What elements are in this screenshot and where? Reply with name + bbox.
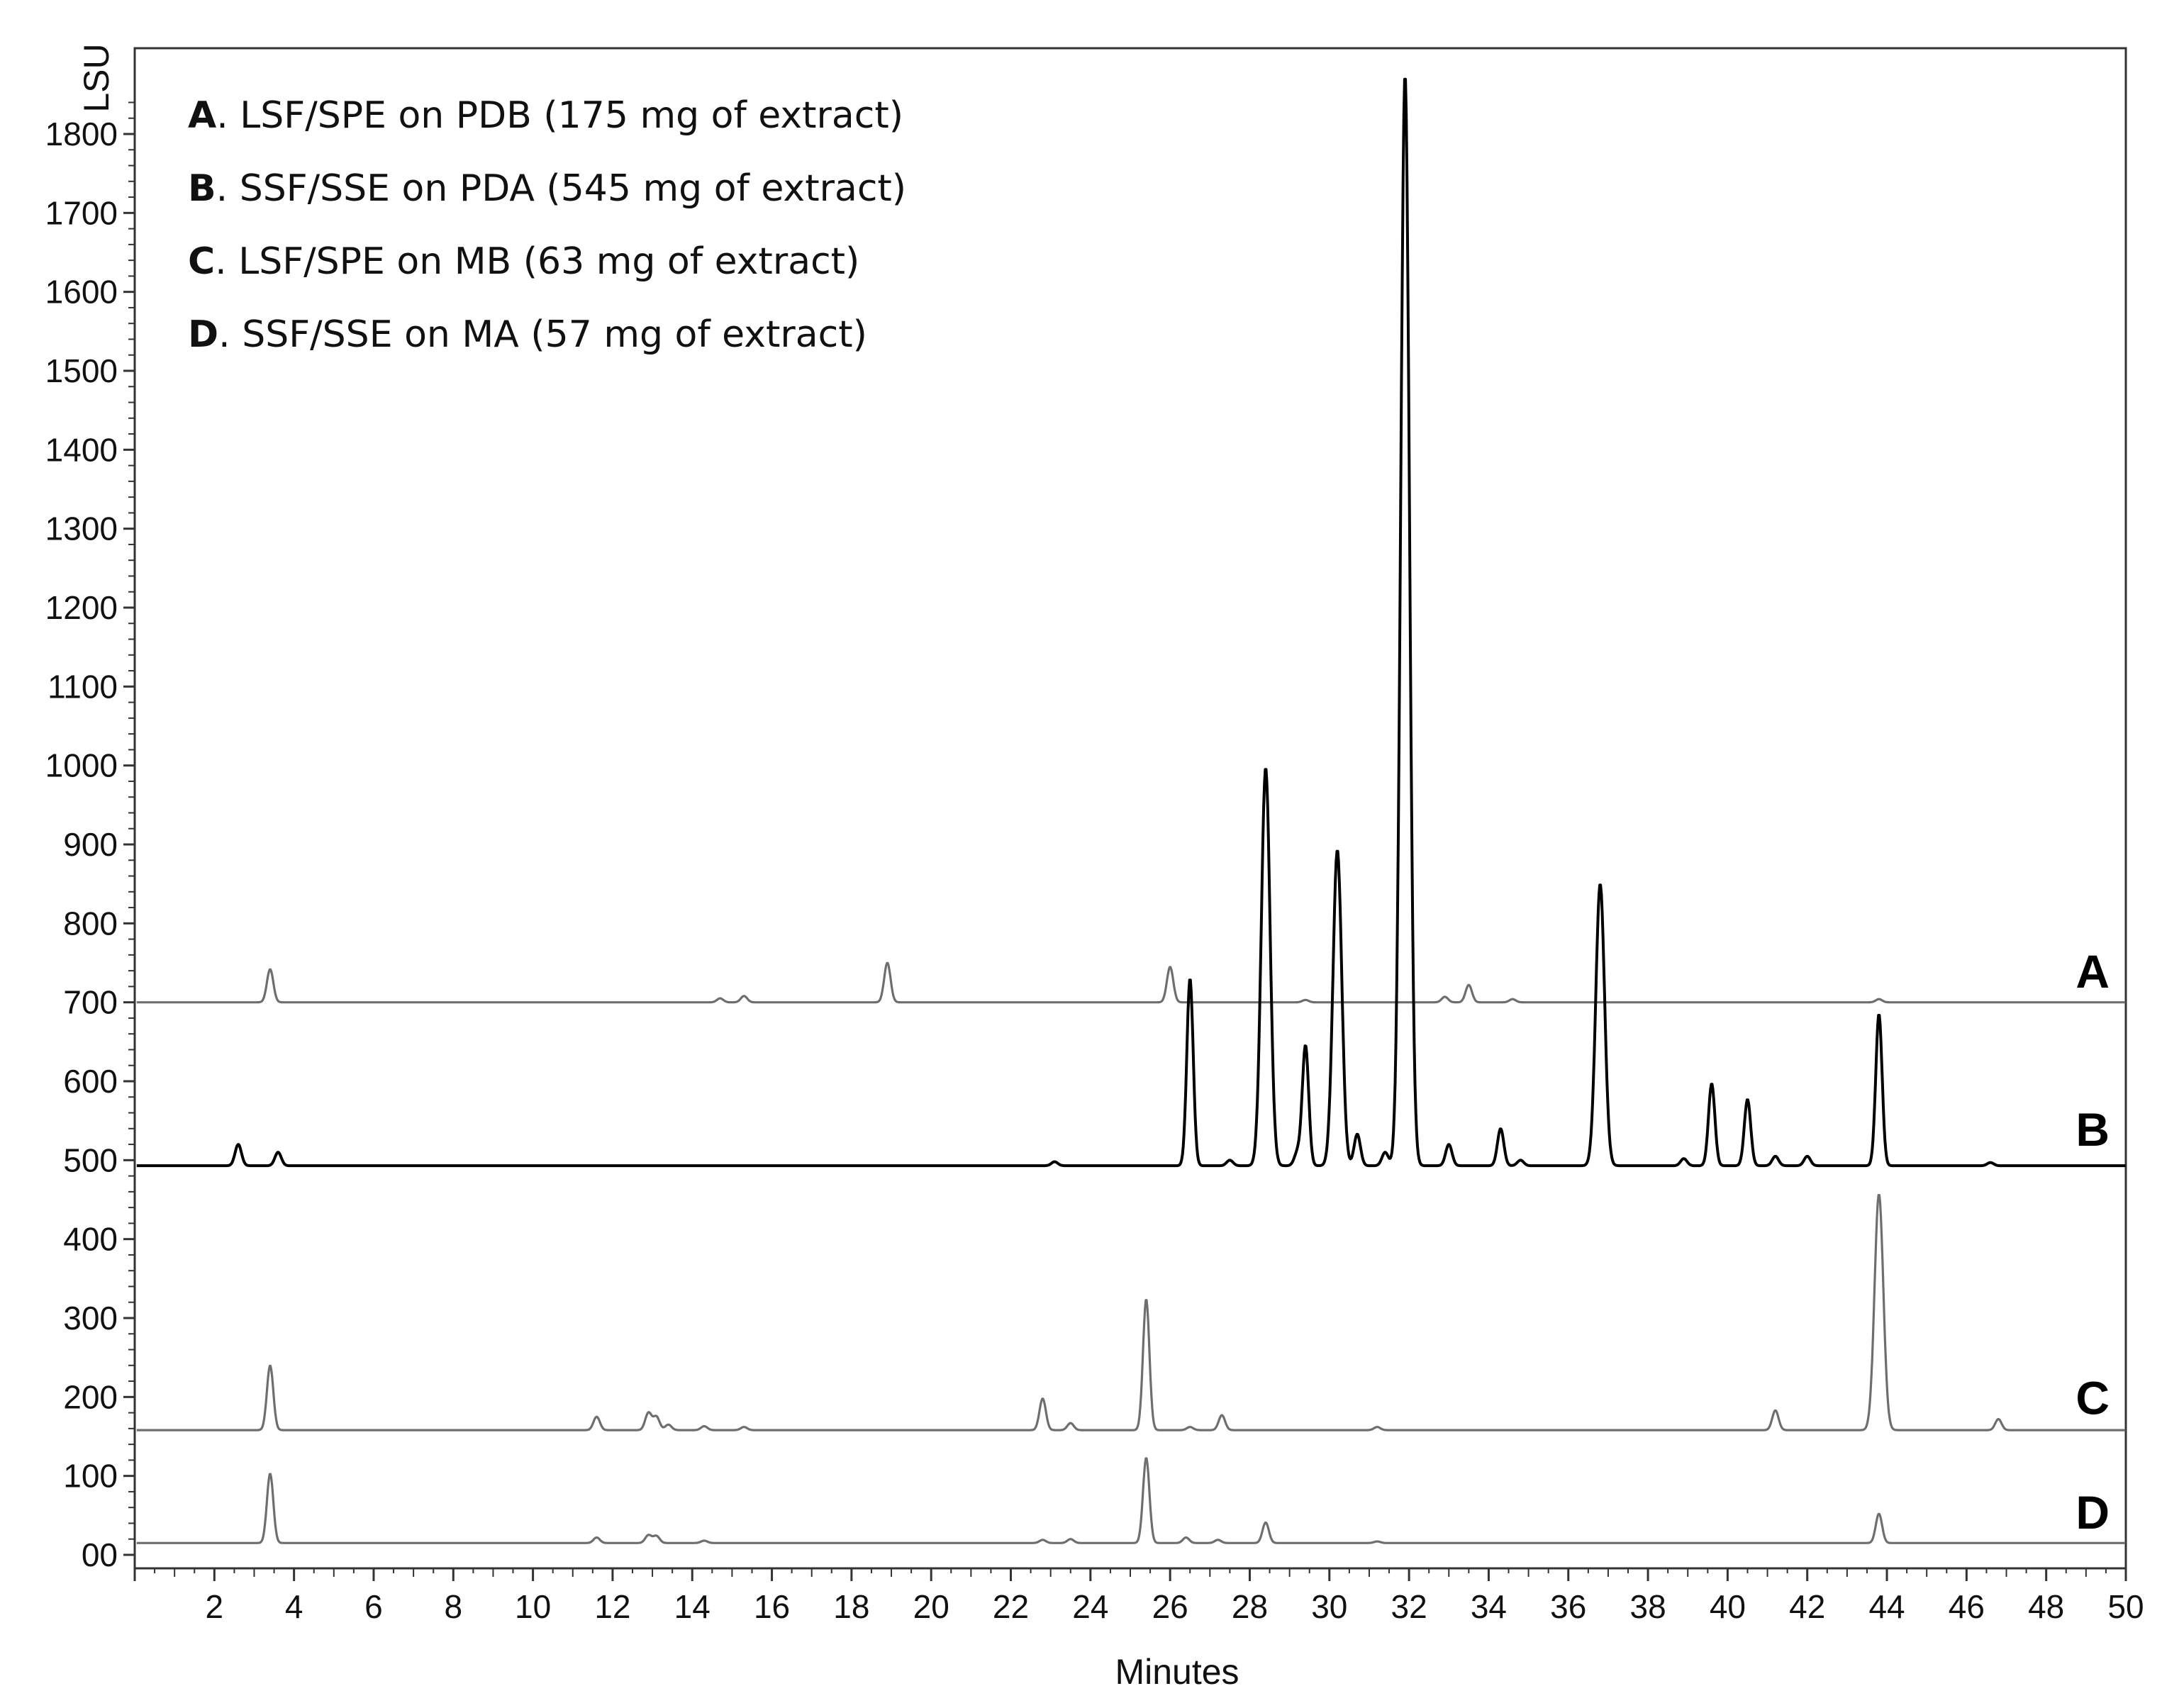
legend-entry: D. SSF/SSE on MA (57 mg of extract) (188, 313, 867, 356)
y-tick-label: 1500 (45, 352, 118, 389)
legend-text: . SSF/SSE on MA (57 mg of extract) (218, 313, 867, 356)
legend-entry: A. LSF/SPE on PDB (175 mg of extract) (188, 94, 903, 137)
x-tick-label: 30 (1311, 1588, 1347, 1625)
x-tick-label: 38 (1629, 1588, 1666, 1625)
x-tick-label: 16 (754, 1588, 790, 1625)
y-tick-label: 1800 (45, 116, 118, 152)
x-tick-label: 6 (364, 1588, 383, 1625)
x-tick-label: 46 (1949, 1588, 1985, 1625)
legend-key: C (188, 240, 215, 283)
x-axis-title: Minutes (1115, 1652, 1239, 1692)
y-axis-title: LSU (77, 43, 116, 112)
trace-labels: A B C D (2075, 945, 2110, 1539)
legend-entry: B. SSF/SSE on PDA (545 mg of extract) (188, 167, 906, 210)
x-tick-label: 20 (913, 1588, 949, 1625)
x-tick-label: 12 (594, 1588, 630, 1625)
legend-text: . LSF/SPE on MB (63 mg of extract) (215, 240, 859, 283)
x-tick-label: 28 (1232, 1588, 1268, 1625)
trace-c (136, 1193, 2126, 1431)
y-tick-label: 200 (63, 1378, 118, 1415)
y-tick-label: 1200 (45, 589, 118, 626)
x-tick-label: 22 (993, 1588, 1029, 1625)
y-tick-label: 1000 (45, 747, 118, 784)
trace-label-c: C (2075, 1371, 2110, 1424)
y-tick-label: 300 (63, 1300, 118, 1336)
traces (135, 77, 2127, 1544)
x-tick-label: 24 (1072, 1588, 1108, 1625)
x-tick-label: 18 (833, 1588, 869, 1625)
legend-key: B (188, 167, 216, 210)
x-tick-label: 10 (515, 1588, 551, 1625)
legend-key: D (188, 313, 218, 356)
x-tick-label: 48 (2028, 1588, 2064, 1625)
legend-key: A (188, 94, 216, 137)
x-tick-label: 42 (1789, 1588, 1825, 1625)
y-axis: 00 100 200 300 400 500 600 700 800 900 1000 1100 120… (45, 101, 135, 1573)
y-tick-label: 1600 (45, 274, 118, 311)
x-tick-label: 26 (1152, 1588, 1188, 1625)
x-tick-label: 36 (1550, 1588, 1586, 1625)
trace-label-b: B (2075, 1103, 2110, 1156)
x-tick-label: 2 (206, 1588, 224, 1625)
x-tick-label: 32 (1391, 1588, 1427, 1625)
x-tick-label: 44 (1868, 1588, 1905, 1625)
x-tick-label: 40 (1710, 1588, 1746, 1625)
y-tick-label: 1700 (45, 194, 118, 231)
legend-entry: C. LSF/SPE on MB (63 mg of extract) (188, 240, 859, 283)
y-tick-label: 100 (63, 1458, 118, 1495)
x-axis: 2 4 6 8 10 12 14 16 18 20 22 24 26 28 30 32 34 36 38 40 42 44… (133, 1568, 2144, 1625)
x-tick-label: 8 (444, 1588, 462, 1625)
y-tick-label: 1100 (48, 668, 118, 705)
y-tick-label: 1300 (45, 510, 118, 547)
x-tick-label: 50 (2107, 1588, 2144, 1625)
trace-d (136, 1457, 2126, 1544)
trace-b (135, 77, 2127, 1168)
y-tick-label: 600 (63, 1063, 118, 1100)
x-tick-label: 14 (674, 1588, 711, 1625)
trace-a (136, 961, 2126, 1004)
trace-label-a: A (2075, 945, 2110, 998)
x-tick-label: 4 (285, 1588, 303, 1625)
y-tick-label: 900 (63, 826, 118, 863)
y-tick-label: 00 (82, 1536, 118, 1573)
x-tick-label: 34 (1471, 1588, 1507, 1625)
legend-text: . LSF/SPE on PDB (175 mg of extract) (216, 94, 903, 137)
y-tick-label: 500 (63, 1142, 118, 1178)
y-tick-label: 1400 (45, 431, 118, 468)
trace-label-d: D (2075, 1486, 2110, 1539)
legend-text: . SSF/SSE on PDA (545 mg of extract) (216, 167, 906, 210)
y-tick-label: 400 (63, 1221, 118, 1258)
legend: A. LSF/SPE on PDB (175 mg of extract)B. … (188, 94, 906, 356)
y-tick-label: 800 (63, 905, 118, 942)
y-tick-label: 700 (63, 984, 118, 1021)
